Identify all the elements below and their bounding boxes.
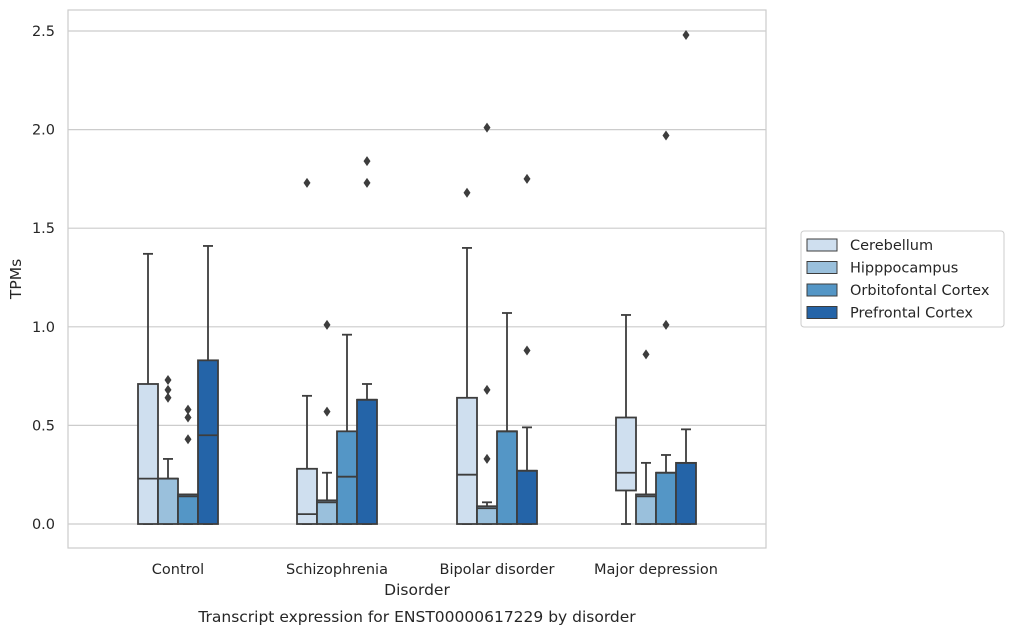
- outlier-point: [483, 453, 491, 464]
- box-group: [197, 245, 219, 525]
- legend-entry: Hipppocampus: [850, 261, 958, 277]
- box: [456, 396, 478, 525]
- box: [137, 383, 159, 525]
- box-groups: [137, 29, 697, 525]
- outlier-point: [303, 177, 311, 188]
- box: [496, 430, 518, 525]
- box: [296, 467, 318, 525]
- y-tick-label: 2.5: [32, 24, 55, 40]
- outlier-point: [483, 384, 491, 395]
- legend-swatch: [806, 261, 838, 274]
- x-axis-label: Disorder: [384, 581, 450, 599]
- box-group: [356, 156, 378, 525]
- y-tick-label: 1.5: [32, 221, 55, 237]
- legend-frame: [800, 230, 1005, 328]
- y-tick-label: 0.5: [32, 418, 55, 434]
- box: [197, 359, 219, 525]
- box: [177, 493, 199, 525]
- plot-frame: [67, 9, 767, 549]
- outlier-point: [523, 345, 531, 356]
- legend-entry: Cerebellum: [850, 238, 933, 254]
- outlier-point: [483, 122, 491, 133]
- y-tick-label: 2.0: [32, 123, 55, 139]
- legend-entry: Prefrontal Cortex: [850, 306, 973, 322]
- outlier-point: [323, 319, 331, 330]
- x-tick-label: Control: [152, 562, 204, 578]
- box: [316, 499, 338, 525]
- box: [516, 469, 538, 525]
- box-group: [316, 319, 338, 525]
- legend-swatch: [806, 283, 838, 297]
- outlier-point: [463, 187, 471, 198]
- box-group: [456, 187, 478, 525]
- x-axis-ticks: Control Schizophrenia Bipolar disorder Majo…: [152, 562, 718, 578]
- outlier-point: [363, 177, 371, 188]
- box-group: [675, 29, 697, 525]
- outlier-point: [184, 412, 192, 423]
- outlier-point: [164, 392, 172, 403]
- box-group: [296, 177, 318, 525]
- outlier-point: [363, 156, 371, 167]
- box: [635, 493, 657, 525]
- box-group: [516, 173, 538, 525]
- box-group: [336, 333, 358, 525]
- x-tick-label: Bipolar disorder: [440, 562, 555, 578]
- legend-swatch: [806, 306, 838, 319]
- x-tick-label: Schizophrenia: [286, 562, 388, 578]
- box: [615, 416, 637, 492]
- box: [157, 477, 179, 525]
- box-group: [635, 349, 657, 525]
- outlier-point: [164, 375, 172, 386]
- box-group: [157, 375, 179, 525]
- box: [675, 461, 697, 525]
- outlier-point: [323, 406, 331, 417]
- box: [356, 398, 378, 525]
- y-axis-label: TPMs: [7, 259, 25, 300]
- outlier-point: [184, 404, 192, 415]
- outlier-point: [642, 349, 650, 360]
- box: [336, 430, 358, 525]
- box-group: [496, 312, 518, 525]
- gridlines: [68, 30, 766, 525]
- box-group: [137, 252, 159, 525]
- outlier-point: [662, 319, 670, 330]
- box-group: [655, 130, 677, 525]
- outlier-point: [682, 29, 690, 40]
- y-tick-label: 0.0: [32, 517, 55, 533]
- chart-caption: Transcript expression for ENST0000061722…: [197, 608, 636, 626]
- outlier-point: [523, 173, 531, 184]
- box-group: [177, 404, 199, 525]
- outlier-point: [662, 130, 670, 141]
- box-group: [615, 314, 637, 525]
- outlier-point: [164, 384, 172, 395]
- legend-entry: Orbitofontal Cortex: [850, 283, 990, 299]
- legend: Cerebellum Hipppocampus Orbitofontal Corte…: [800, 230, 1005, 328]
- y-axis-ticks: 0.0 0.5 1.0 1.5 2.0 2.5: [32, 24, 55, 533]
- legend-swatch: [806, 238, 838, 252]
- y-tick-label: 1.0: [32, 320, 55, 336]
- outlier-point: [184, 434, 192, 445]
- box: [655, 471, 677, 525]
- box-group: [476, 122, 498, 525]
- x-tick-label: Major depression: [594, 562, 718, 578]
